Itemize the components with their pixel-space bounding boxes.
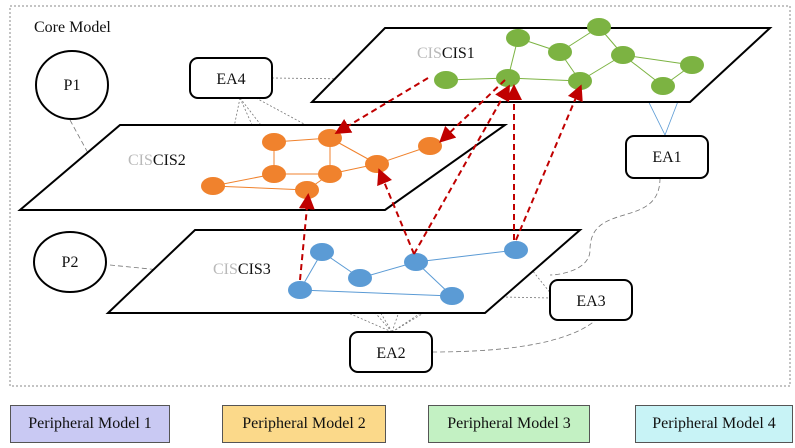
ea3-label: EA3 <box>576 293 605 310</box>
legend-peripheral-model-1: Peripheral Model 1 <box>10 405 170 443</box>
p1-node: P1 <box>35 50 109 120</box>
ea1-node: EA1 <box>625 135 709 179</box>
p1-label: P1 <box>64 77 81 94</box>
core-model-title: Core Model <box>34 19 111 36</box>
cis2-name: CIS2 <box>153 152 186 169</box>
legend-label-3: Peripheral Model 3 <box>447 415 571 432</box>
cis1-name: CIS1 <box>442 45 475 62</box>
cis3-nodes <box>288 241 528 305</box>
legend-label-1: Peripheral Model 1 <box>28 415 152 432</box>
p2-label: P2 <box>62 254 79 271</box>
ea2-node: EA2 <box>349 331 433 373</box>
ea2-label: EA2 <box>376 345 405 362</box>
cis3-label: CISCIS3 <box>213 261 271 278</box>
legend-peripheral-model-3: Peripheral Model 3 <box>428 405 590 443</box>
legend-peripheral-model-2: Peripheral Model 2 <box>222 405 386 443</box>
ea3-node: EA3 <box>549 279 633 321</box>
p2-node: P2 <box>33 231 107 293</box>
cis3-name: CIS3 <box>238 261 271 278</box>
legend-label-2: Peripheral Model 2 <box>242 415 366 432</box>
cis1-plane: CISCIS1 <box>309 18 773 103</box>
cis1-label: CISCIS1 <box>417 45 475 62</box>
legend-label-4: Peripheral Model 4 <box>652 415 776 432</box>
cis3-plane: CISCIS3 <box>105 229 583 314</box>
ea4-label: EA4 <box>216 71 245 88</box>
dependency-arrows <box>298 77 583 281</box>
cis2-plane: CISCIS2 <box>17 124 509 211</box>
cis2-label: CISCIS2 <box>128 152 186 169</box>
cis1-prefix: CIS <box>417 45 442 62</box>
cis3-prefix: CIS <box>213 261 238 278</box>
legend-peripheral-model-4: Peripheral Model 4 <box>635 405 793 443</box>
ea4-node: EA4 <box>189 57 273 99</box>
core-model-frame <box>9 5 791 387</box>
ea1-label: EA1 <box>652 149 681 166</box>
cis2-prefix: CIS <box>128 152 153 169</box>
diagram-canvas: Core Model CISCIS1 <box>9 5 791 387</box>
